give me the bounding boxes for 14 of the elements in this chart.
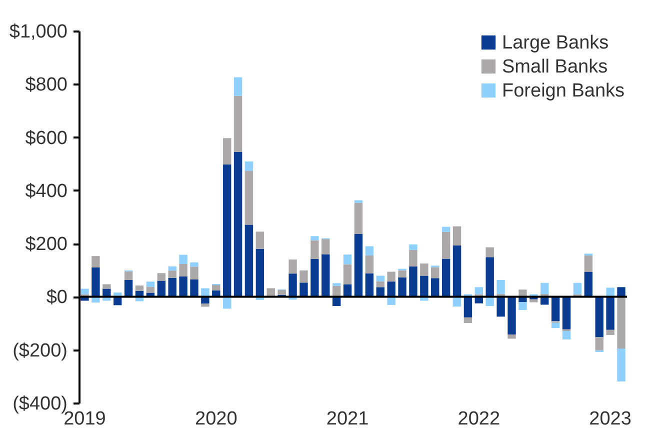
y-tick-label: $600 [25, 128, 68, 149]
y-tick-label: $200 [25, 234, 68, 256]
y-tick-label: $400 [25, 180, 68, 202]
x-tick-label: 2023 [589, 408, 632, 430]
legend-label: Large Banks [502, 32, 609, 54]
y-tick-label: ($200) [12, 340, 68, 362]
y-tick-label: $0 [46, 287, 68, 308]
y-tick-label: $1,000 [9, 22, 68, 42]
x-tick-label: 2020 [194, 408, 238, 430]
y-tick-label: $800 [25, 74, 68, 96]
legend-label: Foreign Banks [502, 80, 625, 102]
legend-label: Small Banks [502, 56, 608, 78]
x-tick-label: 2022 [458, 408, 500, 430]
x-tick-label: 2021 [326, 408, 369, 430]
